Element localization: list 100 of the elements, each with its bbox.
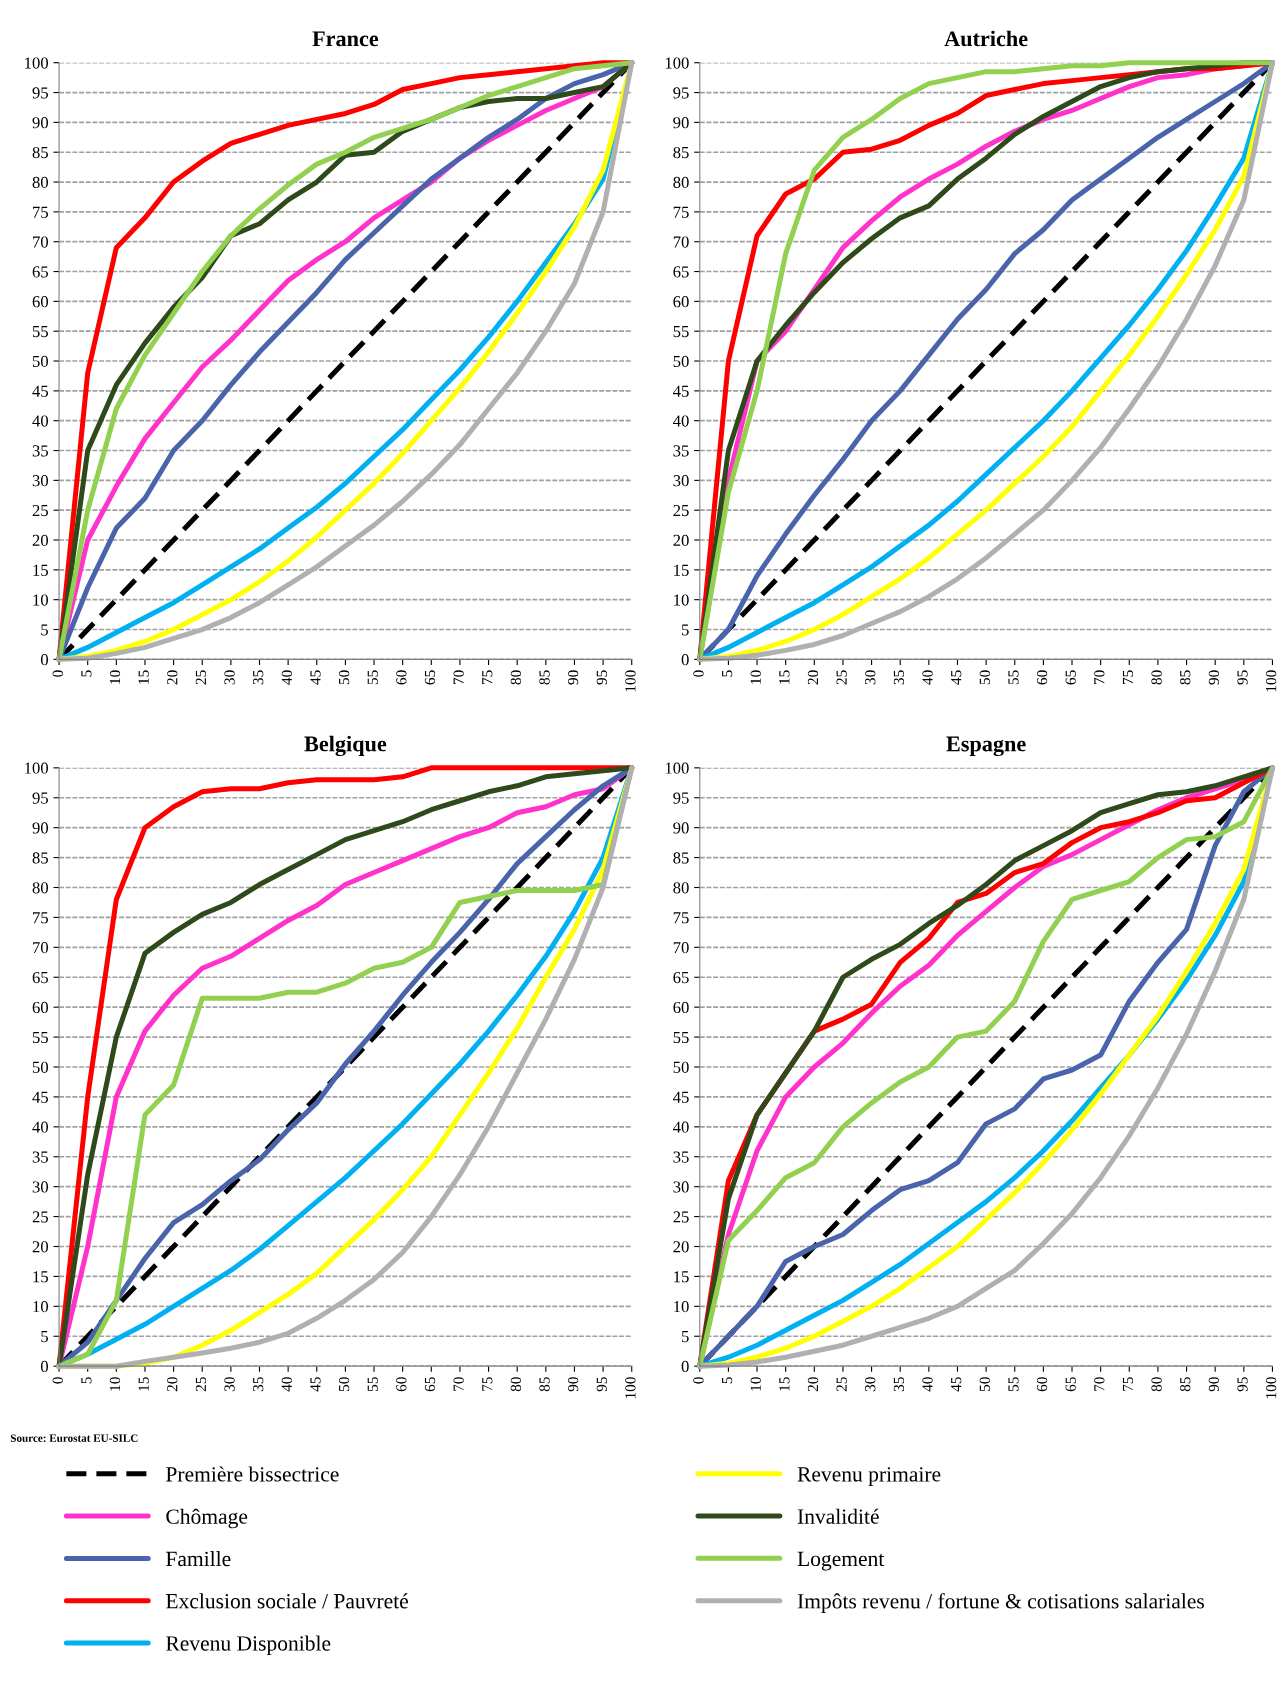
y-tick-label: 75 xyxy=(33,206,48,218)
y-tick-label: 95 xyxy=(32,792,48,804)
y-tick-label: 70 xyxy=(673,236,689,248)
y-tick-label: 100 xyxy=(665,57,689,69)
x-tick-label: 10 xyxy=(109,670,121,684)
y-tick-label: 20 xyxy=(673,534,689,546)
y-tick-label: 45 xyxy=(32,385,48,397)
legend-label: Logement xyxy=(797,1551,885,1571)
y-tick-label: 50 xyxy=(673,1061,689,1073)
y-tick-label: 55 xyxy=(673,1031,689,1044)
y-tick-label: 95 xyxy=(32,87,48,99)
x-tick-label: 80 xyxy=(1151,1377,1162,1392)
x-tick-label: 10 xyxy=(750,1377,761,1391)
x-tick-label: 10 xyxy=(750,670,761,684)
y-tick-label: 55 xyxy=(673,326,689,338)
x-tick-label: 95 xyxy=(596,670,607,685)
x-tick-label: 55 xyxy=(1008,670,1019,685)
y-tick-label: 35 xyxy=(32,445,48,457)
x-tick-label: 25 xyxy=(836,670,847,685)
y-tick-label: 100 xyxy=(25,57,49,69)
x-tick-label: 35 xyxy=(893,670,905,685)
y-tick-label: 25 xyxy=(673,504,689,517)
x-tick-label: 80 xyxy=(510,1377,522,1392)
x-tick-label: 100 xyxy=(1265,1377,1277,1399)
x-tick-label: 75 xyxy=(1122,1377,1134,1391)
x-tick-label: 60 xyxy=(396,1377,407,1392)
x-tick-label: 15 xyxy=(138,670,149,684)
y-tick-label: 50 xyxy=(673,355,689,367)
y-tick-label: 70 xyxy=(33,236,49,248)
x-tick-label: 75 xyxy=(482,670,493,685)
legend-label: Revenu primaire xyxy=(797,1467,941,1486)
x-tick-label: 20 xyxy=(167,670,178,685)
x-tick-label: 30 xyxy=(224,670,235,685)
y-tick-label: 65 xyxy=(673,266,689,278)
x-tick-label: 70 xyxy=(1094,670,1105,685)
y-tick-label: 40 xyxy=(32,415,49,427)
x-tick-label: 95 xyxy=(1237,1377,1248,1392)
x-tick-label: 55 xyxy=(367,1377,378,1391)
y-tick-label: 90 xyxy=(673,822,689,834)
x-tick-label: 55 xyxy=(1008,1377,1019,1391)
x-tick-label: 60 xyxy=(1036,1377,1048,1392)
x-tick-label: 85 xyxy=(1180,670,1191,685)
chart-title: Espagne xyxy=(946,736,1026,757)
x-tick-label: 0 xyxy=(693,1377,704,1384)
x-tick-label: 25 xyxy=(195,670,207,685)
y-tick-label: 80 xyxy=(673,882,689,894)
x-tick-label: 25 xyxy=(195,1377,207,1392)
y-tick-label: 5 xyxy=(682,1331,689,1343)
y-tick-label: 85 xyxy=(32,146,48,159)
legend-label: Famille xyxy=(166,1551,231,1567)
x-tick-label: 10 xyxy=(109,1377,121,1391)
x-tick-label: 20 xyxy=(807,1377,819,1392)
x-tick-label: 5 xyxy=(722,670,733,677)
x-tick-label: 85 xyxy=(1180,1377,1191,1392)
x-tick-label: 65 xyxy=(424,670,436,685)
y-tick-label: 5 xyxy=(682,624,689,636)
x-tick-label: 40 xyxy=(922,670,933,685)
y-tick-label: 50 xyxy=(32,1061,49,1073)
x-tick-label: 100 xyxy=(625,1377,636,1399)
x-tick-label: 0 xyxy=(693,670,704,677)
x-tick-label: 45 xyxy=(951,1377,962,1392)
y-tick-label: 5 xyxy=(41,624,48,636)
y-tick-label: 15 xyxy=(674,1271,689,1283)
legend-label: Revenu Disponible xyxy=(166,1635,331,1656)
x-tick-label: 40 xyxy=(922,1377,933,1392)
y-tick-label: 45 xyxy=(673,385,689,397)
x-tick-label: 60 xyxy=(1036,670,1048,685)
y-tick-label: 40 xyxy=(673,415,689,427)
y-tick-label: 25 xyxy=(32,504,48,517)
x-tick-label: 65 xyxy=(424,1377,436,1392)
y-tick-label: 50 xyxy=(32,355,49,367)
y-tick-label: 70 xyxy=(33,942,49,954)
y-tick-label: 45 xyxy=(32,1091,48,1103)
x-tick-label: 5 xyxy=(81,1377,92,1384)
x-tick-label: 45 xyxy=(310,670,321,685)
y-tick-label: 0 xyxy=(681,1360,689,1373)
x-tick-label: 90 xyxy=(1208,1377,1219,1392)
y-tick-label: 15 xyxy=(674,564,689,576)
x-tick-label: 95 xyxy=(596,1377,607,1392)
y-tick-label: 100 xyxy=(665,762,689,774)
x-tick-label: 0 xyxy=(52,670,63,677)
y-tick-label: 60 xyxy=(673,1001,689,1014)
y-tick-label: 10 xyxy=(33,1301,49,1313)
y-tick-label: 0 xyxy=(40,1360,49,1373)
y-tick-label: 60 xyxy=(32,1001,49,1014)
y-tick-label: 20 xyxy=(673,1241,689,1253)
y-tick-label: 55 xyxy=(32,1031,48,1044)
x-tick-label: 80 xyxy=(510,670,522,685)
x-tick-label: 20 xyxy=(167,1377,178,1392)
x-tick-label: 15 xyxy=(779,670,790,684)
y-tick-label: 75 xyxy=(673,912,689,924)
y-tick-label: 30 xyxy=(673,1181,689,1193)
legend-label: Première bissectrice xyxy=(166,1466,339,1482)
y-tick-label: 75 xyxy=(673,206,689,218)
x-tick-label: 85 xyxy=(539,670,550,685)
x-tick-label: 35 xyxy=(253,1377,264,1392)
y-tick-label: 5 xyxy=(41,1331,48,1343)
x-tick-label: 75 xyxy=(482,1377,493,1391)
x-tick-label: 70 xyxy=(453,670,464,685)
x-tick-label: 40 xyxy=(281,1377,292,1392)
